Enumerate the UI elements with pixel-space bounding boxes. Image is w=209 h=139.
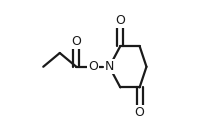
Text: O: O (71, 35, 81, 49)
Text: O: O (88, 60, 98, 73)
Text: N: N (105, 60, 114, 73)
Text: O: O (135, 106, 145, 119)
Text: O: O (115, 14, 125, 27)
